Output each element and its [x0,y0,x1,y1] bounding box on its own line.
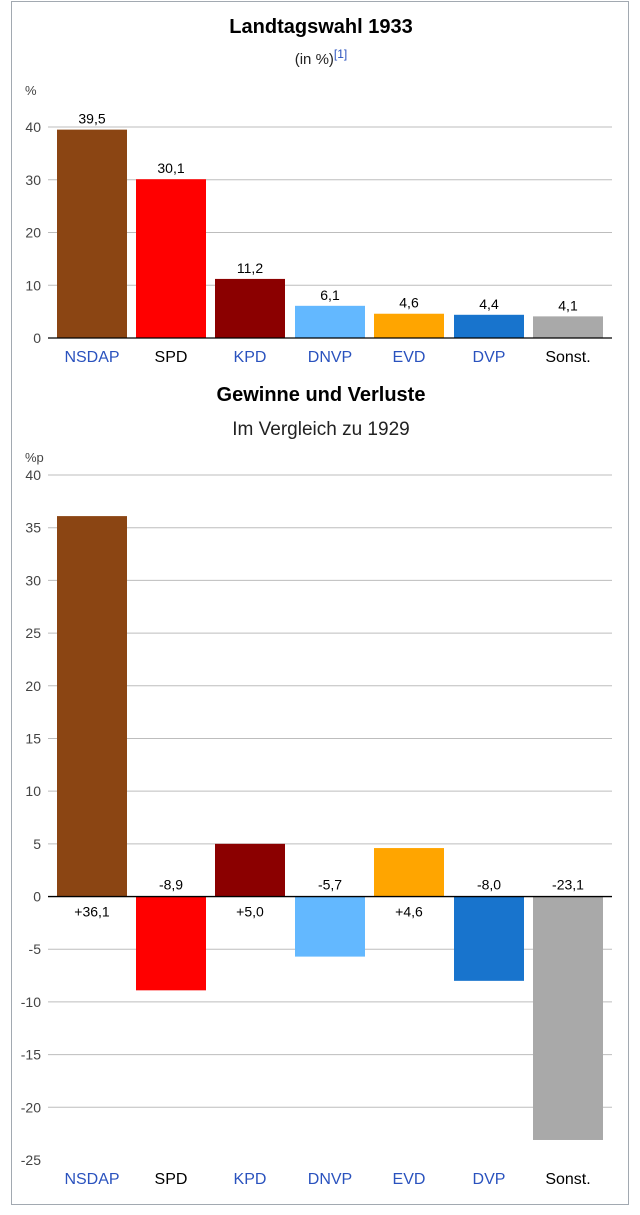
category-label-dnvp[interactable]: DNVP [308,349,352,366]
chart-title: Gewinne und Verluste [217,384,426,406]
y-tick-label: 20 [25,225,41,241]
bar-sonst [533,896,603,1140]
chart-title: Landtagswahl 1933 [229,16,412,38]
category-label-kpd[interactable]: KPD [234,349,267,366]
bar-nsdap [57,129,127,338]
category-label-sonst: Sonst. [545,349,590,366]
y-tick-label: 40 [25,467,41,483]
bar-dnvp [295,896,365,957]
bar-dnvp [295,305,365,338]
value-label: 6,1 [320,287,340,303]
value-label: 4,6 [399,295,419,311]
chart-subtitle: (in %)[1] [295,47,348,68]
category-label-dvp[interactable]: DVP [473,1171,506,1188]
category-label-dvp[interactable]: DVP [473,349,506,366]
bar-nsdap [57,516,127,897]
y-tick-label: -25 [21,1152,41,1168]
value-label: 11,2 [237,260,263,276]
y-tick-label: 35 [25,520,41,536]
bar-sonst [533,316,603,338]
category-label-spd: SPD [155,349,188,366]
y-axis-unit: %p [25,450,44,465]
chart-subtitle: Im Vergleich zu 1929 [232,419,409,440]
y-tick-label: 30 [25,172,41,188]
value-label: 30,1 [157,160,184,176]
footnote-ref-link[interactable]: [1] [334,47,347,61]
category-label-sonst: Sonst. [545,1171,590,1188]
category-label-evd[interactable]: EVD [393,1171,426,1188]
y-tick-label: -15 [21,1047,41,1063]
category-label-kpd[interactable]: KPD [234,1171,267,1188]
value-label: +4,6 [395,904,423,920]
value-label: -8,9 [159,877,183,893]
value-label: 4,1 [558,297,578,313]
value-label: 39,5 [78,111,105,127]
y-tick-label: 40 [25,119,41,135]
bar-dvp [454,314,524,338]
bar-spd [136,179,206,338]
y-tick-label: -20 [21,1099,41,1115]
bar-evd [374,848,444,897]
bar-kpd [215,843,285,897]
y-tick-label: 0 [33,330,41,346]
y-axis-unit: % [25,83,37,98]
category-label-spd: SPD [155,1171,188,1188]
y-tick-label: -5 [29,941,42,957]
bar-spd [136,896,206,991]
category-label-nsdap[interactable]: NSDAP [64,1171,119,1188]
bar-evd [374,313,444,338]
y-tick-label: 0 [33,889,41,905]
bar-kpd [215,278,285,338]
y-tick-label: 25 [25,625,41,641]
y-tick-label: 5 [33,836,41,852]
y-tick-label: 10 [25,277,41,293]
subtitle-text: (in %) [295,51,334,68]
y-tick-label: 20 [25,678,41,694]
value-label: -23,1 [552,877,584,893]
category-label-nsdap[interactable]: NSDAP [64,349,119,366]
y-tick-label: 10 [25,783,41,799]
value-label: -8,0 [477,877,501,893]
bar-dvp [454,896,524,981]
value-label: 4,4 [479,296,499,312]
value-label: +36,1 [74,904,110,920]
value-label: -5,7 [318,877,342,893]
category-label-evd[interactable]: EVD [393,349,426,366]
y-tick-label: -10 [21,994,41,1010]
y-tick-label: 15 [25,730,41,746]
category-label-dnvp[interactable]: DNVP [308,1171,352,1188]
y-tick-label: 30 [25,572,41,588]
value-label: +5,0 [236,904,264,920]
chart-frame [11,1,629,1205]
